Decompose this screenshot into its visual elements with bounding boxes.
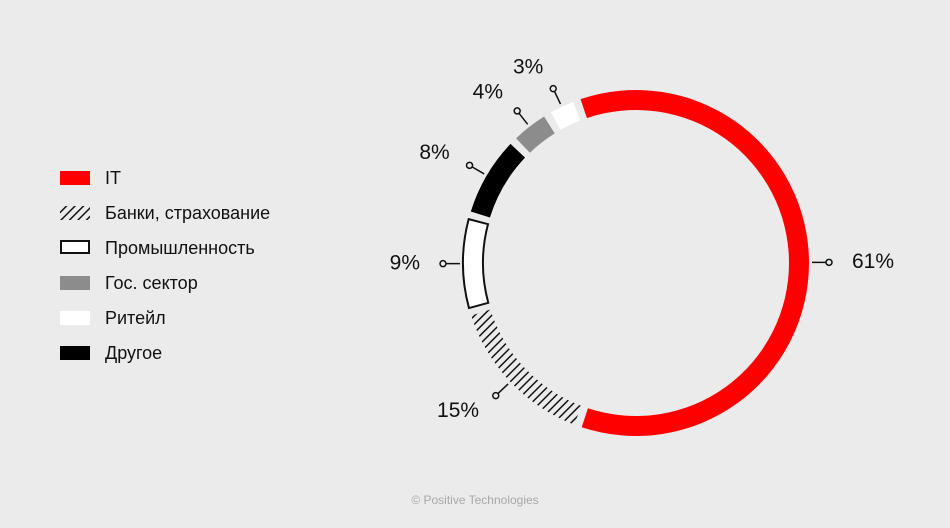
leader-dot: [492, 391, 500, 400]
legend-swatch: [60, 206, 90, 220]
legend-swatch: [60, 311, 90, 325]
leader-dot: [549, 84, 557, 93]
copyright: © Positive Technologies: [411, 493, 538, 507]
legend-label: Промышленность: [105, 238, 255, 258]
leader-line: [553, 91, 562, 105]
leader-dot: [825, 258, 833, 267]
legend-label: Другое: [105, 343, 162, 363]
slice: [580, 89, 809, 436]
leader-line: [471, 166, 485, 175]
data-label: 3%: [513, 55, 543, 78]
slice: [516, 116, 555, 153]
legend-label: Гос. сектор: [105, 273, 198, 293]
leader-dot: [465, 161, 474, 170]
data-label: 15%: [437, 399, 479, 422]
legend: IT Банки, страхование Промышленность Гос. с…: [60, 168, 270, 363]
leader-dot: [439, 259, 447, 268]
data-label: 61%: [852, 250, 894, 273]
data-label: 8%: [419, 141, 449, 164]
legend-swatch: [60, 276, 90, 290]
slice: [550, 101, 581, 130]
slice: [471, 309, 582, 425]
slice: [470, 143, 526, 218]
data-label: 9%: [390, 251, 420, 274]
leader-line: [497, 383, 509, 395]
leader-line: [518, 112, 529, 125]
leader-dot: [513, 107, 521, 115]
legend-swatch: [60, 240, 90, 254]
donut: 61% 15% 9% 8% 4% 3%: [390, 55, 894, 436]
legend-label: Банки, страхование: [105, 203, 270, 223]
legend-swatch: [60, 346, 90, 360]
legend-swatch: [60, 171, 90, 185]
legend-label: IT: [105, 168, 121, 188]
data-label: 4%: [473, 80, 503, 103]
slice: [462, 217, 490, 310]
legend-label: Ритейл: [105, 308, 166, 328]
